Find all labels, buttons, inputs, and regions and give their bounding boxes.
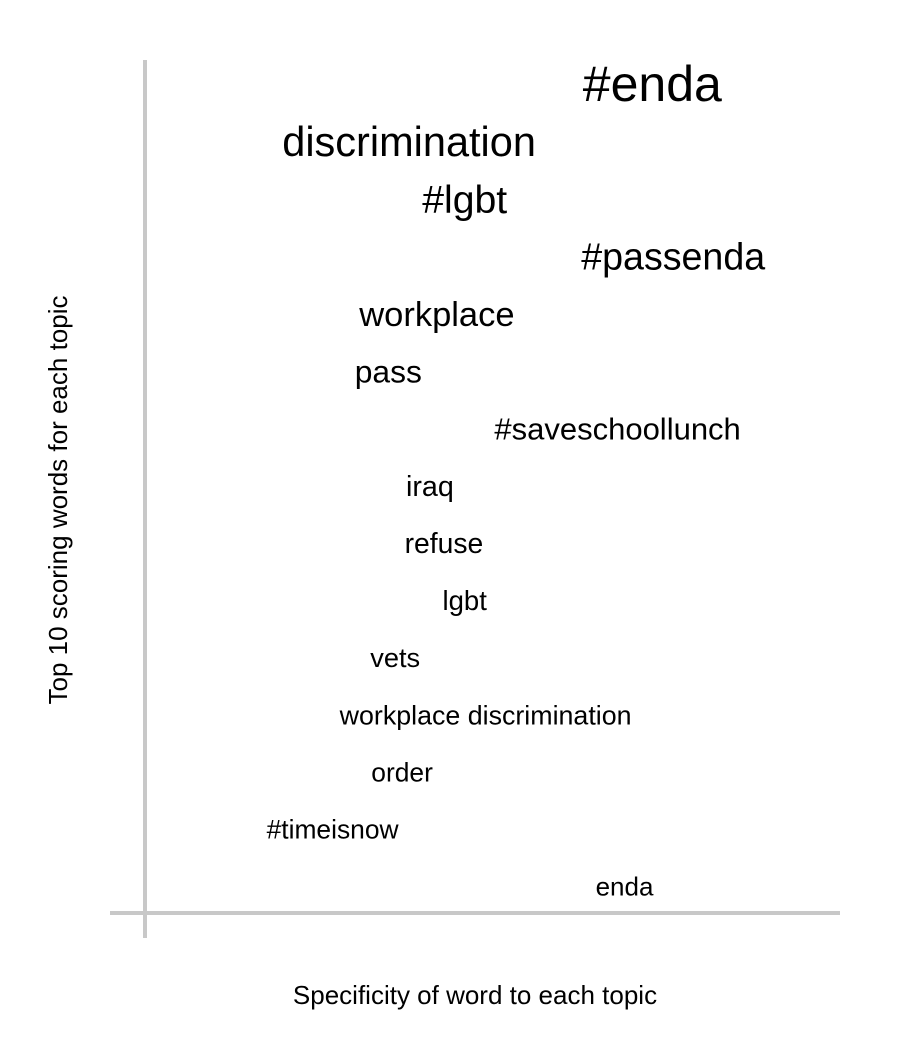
word-label: iraq	[406, 471, 454, 503]
word-label: vets	[370, 642, 420, 673]
word-label: order	[371, 757, 433, 787]
word-label: workplace discrimination	[339, 700, 632, 730]
y-axis-label: Top 10 scoring words for each topic	[43, 296, 73, 705]
word-label: #enda	[583, 56, 722, 112]
word-label: #passenda	[581, 236, 765, 278]
word-label: lgbt	[443, 585, 488, 616]
word-label: #timeisnow	[267, 815, 400, 845]
word-label: #lgbt	[422, 179, 507, 222]
word-label: pass	[355, 353, 422, 389]
word-labels: #enda discrimination #lgbt #passenda workpla…	[267, 56, 766, 901]
x-axis-label: Specificity of word to each topic	[293, 980, 657, 1010]
word-label: #saveschoollunch	[494, 411, 740, 446]
word-label: refuse	[405, 527, 484, 559]
word-label: enda	[596, 872, 654, 902]
word-label: discrimination	[282, 118, 536, 165]
word-label: workplace	[358, 296, 514, 334]
